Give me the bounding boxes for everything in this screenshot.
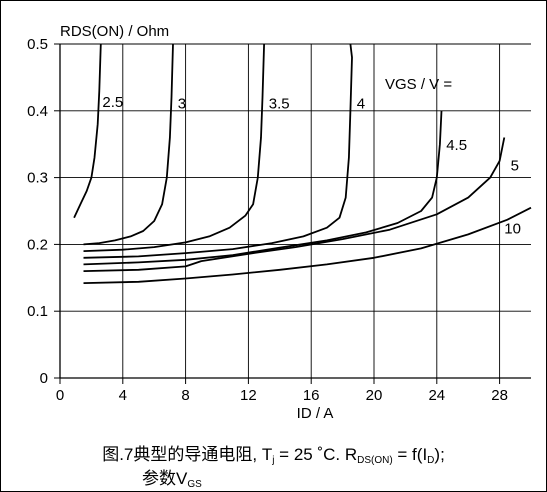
- x-tick-label: 16: [303, 387, 320, 404]
- x-tick-label: 4: [119, 387, 127, 404]
- series-label-vgs-4: 4: [357, 95, 365, 112]
- series-line-vgs-2-5: [73, 43, 102, 219]
- y-tick-label: 0.3: [27, 170, 48, 187]
- y-axis-label: RDS(ON) / Ohm: [60, 23, 169, 40]
- x-tick-label: 0: [56, 387, 64, 404]
- x-tick-label: 8: [181, 387, 189, 404]
- caption-sub-gs: GS: [187, 479, 202, 490]
- series-line-vgs-3: [83, 43, 174, 246]
- y-tick-label: 0.5: [27, 36, 48, 53]
- caption-text-a: 图.7典型的导通电阻, T: [102, 445, 273, 464]
- y-tick-label: 0.1: [27, 303, 48, 320]
- legend-title: VGS / V =: [385, 76, 452, 93]
- series-label-vgs-3-5: 3.5: [269, 95, 290, 112]
- series-label-vgs-10: 10: [504, 220, 521, 237]
- series-label-vgs-2-5: 2.5: [102, 94, 123, 111]
- caption-sub-j: j: [272, 455, 275, 466]
- caption-text-g: );: [434, 445, 445, 464]
- series-line-vgs-3-5: [83, 43, 265, 252]
- figure-caption-line1: 图.7典型的导通电阻, Tj = 25 ˚C. RDS(ON) = f(ID);: [0, 440, 547, 466]
- series-label-vgs-4-5: 4.5: [446, 137, 467, 154]
- x-tick-label: 12: [240, 387, 257, 404]
- figure-caption-line2: 参数VGS: [142, 464, 202, 490]
- y-tick-label: 0.4: [27, 103, 48, 120]
- caption-sub-dson: DS(ON): [357, 455, 393, 466]
- caption-sub-d: D: [427, 455, 435, 466]
- x-tick-label: 24: [428, 387, 445, 404]
- x-axis-label: ID / A: [297, 405, 334, 422]
- series-label-vgs-5: 5: [511, 158, 519, 175]
- x-tick-label: 28: [491, 387, 508, 404]
- x-tick-label: 20: [366, 387, 383, 404]
- caption-text-c: = 25 ˚C. R: [274, 445, 358, 464]
- series-line-vgs-4: [83, 43, 353, 259]
- y-tick-label: 0.2: [27, 236, 48, 253]
- caption-text-e: = f(I: [392, 445, 428, 464]
- chart: 0 4 8 12 16 20 24 28 0 0.1 0.2 0.3 0.4 0.5 RDS(ON) / O…: [27, 23, 532, 422]
- series-line-vgs-4-5: [83, 110, 443, 266]
- series-label-vgs-3: 3: [178, 95, 186, 112]
- series-line-vgs-10: [83, 206, 532, 284]
- series-line-vgs-5: [83, 137, 506, 272]
- caption-param: 参数V: [142, 469, 188, 488]
- y-tick-label: 0: [40, 370, 48, 387]
